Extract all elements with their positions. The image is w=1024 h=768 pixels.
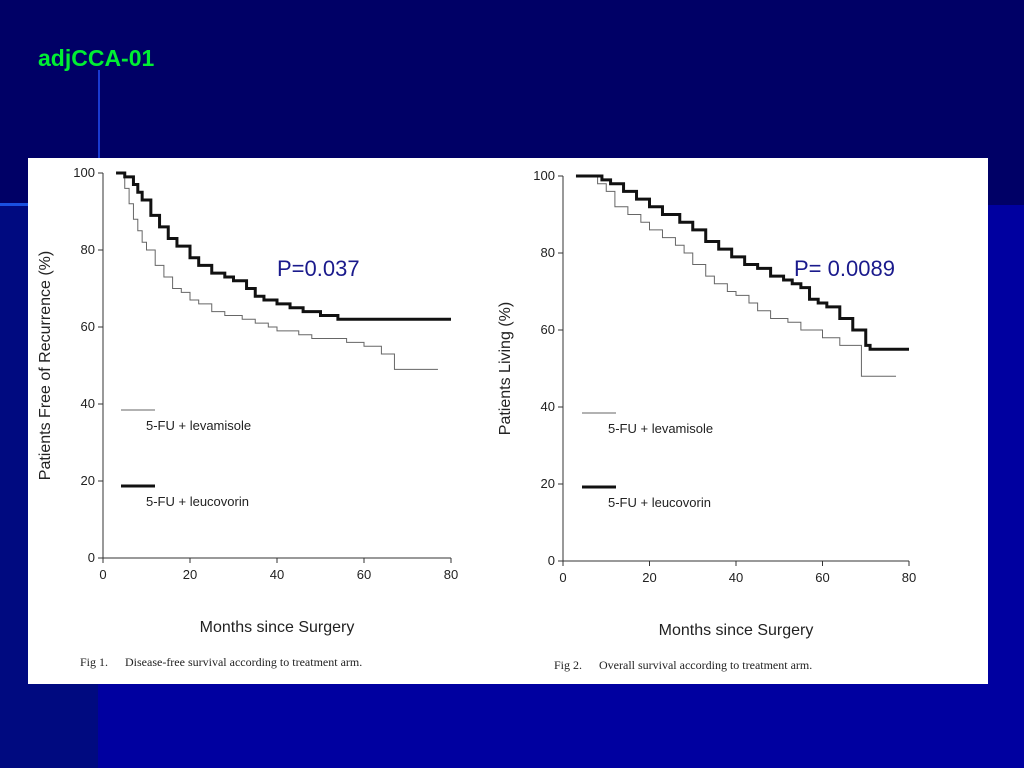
y-tick-label: 80 bbox=[81, 242, 95, 257]
y-tick-label: 60 bbox=[541, 322, 555, 337]
x-tick-label: 80 bbox=[444, 567, 458, 582]
survival-charts-svg: 0 20 40 60 80 100 0 20 40 60 80 Months since Surger… bbox=[37, 165, 916, 672]
y-tick-label: 100 bbox=[73, 165, 95, 180]
x-axis-title: Months since Surgery bbox=[659, 622, 814, 639]
figure-caption: Disease-free survival according to treat… bbox=[125, 655, 362, 669]
decorative-vertical-line bbox=[98, 70, 100, 200]
legend-label-leucovorin: 5-FU + leucovorin bbox=[146, 494, 249, 509]
legend-label-leucovorin: 5-FU + leucovorin bbox=[608, 495, 711, 510]
x-tick-label: 40 bbox=[270, 567, 284, 582]
y-tick-label: 100 bbox=[533, 168, 555, 183]
y-tick-label: 0 bbox=[548, 553, 555, 568]
series-line-leucovorin bbox=[575, 174, 909, 351]
p-value-fig1: P=0.037 bbox=[277, 256, 360, 281]
y-tick-label: 0 bbox=[88, 550, 95, 565]
figure-caption: Overall survival according to treatment … bbox=[599, 658, 812, 672]
y-tick-label: 40 bbox=[81, 396, 95, 411]
y-tick-label: 80 bbox=[541, 245, 555, 260]
y-tick-label: 20 bbox=[541, 476, 555, 491]
series-line-leucovorin bbox=[116, 171, 451, 321]
y-axis-title: Patients Free of Recurrence (%) bbox=[37, 251, 54, 480]
x-tick-label: 80 bbox=[902, 570, 916, 585]
decorative-horizontal-line bbox=[0, 203, 28, 206]
x-tick-label: 20 bbox=[642, 570, 656, 585]
legend-label-levamisole: 5-FU + levamisole bbox=[608, 421, 713, 436]
x-tick-label: 20 bbox=[183, 567, 197, 582]
slide-title: adjCCA-01 bbox=[38, 45, 155, 71]
x-tick-label: 60 bbox=[357, 567, 371, 582]
x-tick-label: 0 bbox=[559, 570, 566, 585]
p-value-fig2: P= 0.0089 bbox=[794, 256, 895, 281]
chart-2: 0 20 40 60 80 100 0 20 40 60 80 Months since Surger… bbox=[497, 168, 916, 672]
x-tick-label: 60 bbox=[815, 570, 829, 585]
legend-label-levamisole: 5-FU + levamisole bbox=[146, 418, 251, 433]
y-axis-title: Patients Living (%) bbox=[497, 302, 514, 435]
figure-number: Fig 1. bbox=[80, 655, 108, 669]
y-tick-label: 20 bbox=[81, 473, 95, 488]
y-tick-label: 40 bbox=[541, 399, 555, 414]
figure-panel: 0 20 40 60 80 100 0 20 40 60 80 Months since Surger… bbox=[28, 158, 988, 684]
x-axis-title: Months since Surgery bbox=[200, 619, 355, 636]
y-tick-label: 60 bbox=[81, 319, 95, 334]
x-tick-label: 0 bbox=[99, 567, 106, 582]
x-tick-label: 40 bbox=[729, 570, 743, 585]
chart-1: 0 20 40 60 80 100 0 20 40 60 80 Months since Surger… bbox=[37, 165, 458, 669]
series-line-levamisole bbox=[575, 175, 897, 377]
figure-number: Fig 2. bbox=[554, 658, 582, 672]
series-line-levamisole bbox=[116, 172, 438, 370]
